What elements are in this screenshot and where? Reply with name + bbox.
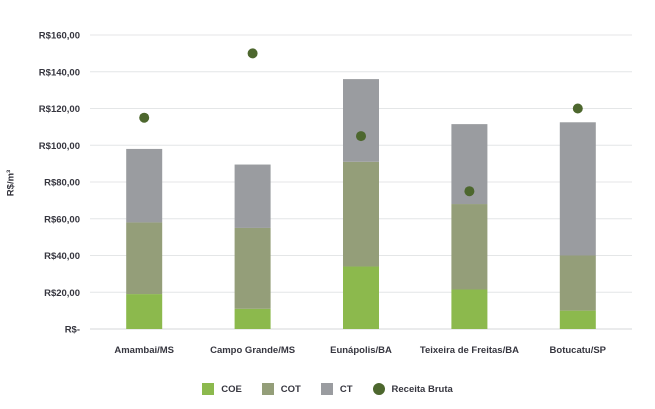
x-category-label: Amambai/MS [114, 345, 174, 356]
bar-segment-coe [559, 310, 596, 329]
y-tick-label: R$20,00 [44, 288, 80, 299]
x-category-label: Botucatu/SP [550, 345, 607, 356]
legend-label: COE [221, 383, 242, 395]
bar-segment-cot [343, 161, 379, 267]
legend-label: COT [280, 383, 301, 395]
bar-segment-cot [126, 222, 163, 295]
legend-label: Receita Bruta [391, 383, 453, 395]
y-tick-label: R$100,00 [39, 141, 80, 152]
legend-circle-icon [372, 383, 385, 395]
bar-segment-coe [126, 294, 163, 329]
legend-item-receita-bruta: Receita Bruta [372, 383, 453, 395]
bar-segment-cot [234, 227, 271, 309]
y-tick-label: R$140,00 [39, 67, 80, 78]
y-tick-label: R$40,00 [44, 251, 80, 262]
receita-bruta-point [572, 103, 583, 114]
bar-segment-coe [451, 289, 488, 329]
legend-label: CT [339, 383, 353, 395]
bar-segment-ct [559, 122, 596, 256]
legend-square-icon [261, 383, 274, 395]
bar-segment-ct [234, 164, 271, 228]
bar-segment-coe [343, 266, 379, 329]
bar-segment-ct [343, 79, 379, 162]
x-category-label: Teixeira de Freitas/BA [420, 345, 519, 356]
receita-bruta-point [139, 112, 150, 123]
legend-item-cot: COT [261, 383, 301, 395]
legend-item-ct: CT [320, 383, 353, 395]
y-tick-label: R$160,00 [39, 31, 80, 42]
stacked-bar-chart: R$- R$20,00 R$40,00 R$60,00 R$80,00 R$100,00 R… [39, 31, 632, 356]
y-tick-label: R$120,00 [39, 104, 80, 115]
x-category-label: Campo Grande/MS [210, 345, 295, 356]
y-tick-label: R$80,00 [44, 178, 80, 189]
receita-bruta-point [464, 186, 475, 197]
bar-segment-ct [126, 148, 163, 223]
receita-bruta-point [356, 131, 366, 142]
legend-square-icon [320, 383, 333, 395]
bar-segment-cot [559, 255, 596, 311]
bar-segment-coe [234, 308, 271, 329]
receita-bruta-point [247, 48, 258, 59]
bar-segment-cot [451, 204, 488, 290]
legend-item-coe: COE [202, 383, 242, 395]
x-category-label: Eunápolis/BA [330, 345, 392, 356]
y-tick-label: R$- [65, 325, 80, 336]
y-tick-label: R$60,00 [44, 214, 80, 225]
legend-square-icon [202, 383, 215, 395]
chart-legend: COE COT CT Receita Bruta [0, 383, 655, 395]
